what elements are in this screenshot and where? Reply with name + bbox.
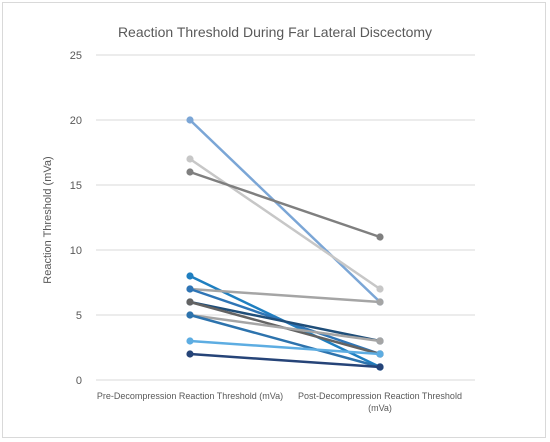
x-category-label: Post-Decompression Reaction Threshold — [298, 391, 462, 401]
series-11 — [186, 337, 384, 358]
gridlines — [96, 54, 475, 381]
data-point — [376, 350, 384, 358]
series-line — [188, 339, 382, 356]
data-point — [186, 298, 194, 306]
series-line — [188, 287, 382, 304]
y-tick-label: 10 — [70, 245, 82, 257]
data-point — [186, 311, 194, 319]
series-2 — [186, 155, 384, 293]
series-line — [188, 118, 382, 304]
series-1 — [186, 116, 384, 306]
data-point — [186, 155, 194, 163]
series-12 — [186, 350, 384, 371]
reaction-threshold-chart: Reaction Threshold During Far Lateral Di… — [42, 24, 475, 413]
y-axis-ticks: 0 5 10 15 20 25 — [70, 50, 82, 387]
data-point — [186, 285, 194, 293]
series-line — [188, 313, 382, 369]
data-point — [376, 298, 384, 306]
data-point — [186, 350, 194, 358]
data-point — [376, 285, 384, 293]
x-category-label: (mVa) — [368, 403, 392, 413]
series-3 — [186, 168, 384, 241]
series-line — [188, 352, 382, 369]
y-tick-label: 0 — [76, 375, 82, 387]
series-9 — [186, 311, 384, 345]
data-point — [376, 337, 384, 345]
data-point — [186, 116, 194, 124]
series-lines — [186, 116, 384, 371]
y-tick-label: 15 — [70, 180, 82, 192]
y-tick-label: 20 — [70, 115, 82, 127]
series-line — [188, 157, 382, 291]
series-line — [188, 313, 382, 343]
x-axis-categories: Pre-Decompression Reaction Threshold (mV… — [97, 391, 462, 413]
y-tick-label: 5 — [76, 310, 82, 322]
data-point — [186, 168, 194, 176]
data-point — [186, 337, 194, 345]
data-point — [376, 233, 384, 241]
y-tick-label: 25 — [70, 50, 82, 62]
data-point — [376, 363, 384, 371]
series-line — [188, 300, 382, 343]
y-axis-title: Reaction Threshold (mVa) — [42, 156, 54, 283]
chart-frame: Reaction Threshold During Far Lateral Di… — [2, 2, 546, 438]
chart-title: Reaction Threshold During Far Lateral Di… — [118, 24, 432, 40]
data-point — [186, 272, 194, 280]
x-category-label: Pre-Decompression Reaction Threshold (mV… — [97, 391, 283, 401]
series-line — [188, 170, 382, 239]
